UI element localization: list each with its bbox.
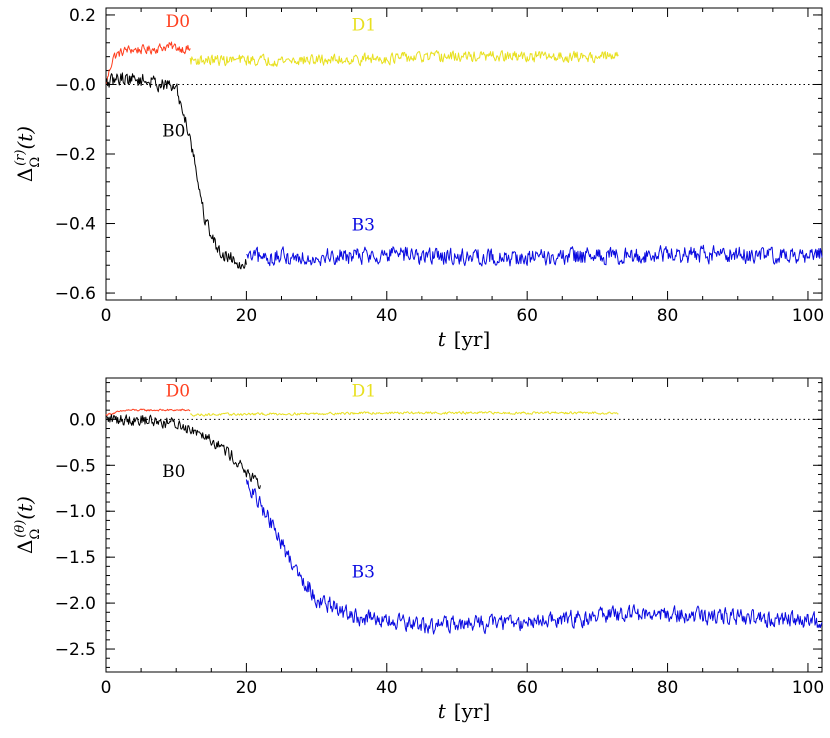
bottom-x-axis-unit: [yr] (454, 699, 490, 723)
bottom-x-axis-var: t (438, 699, 447, 723)
bottom-label-d0: D0 (166, 381, 190, 401)
top-xtick-label: 80 (657, 306, 679, 326)
bottom-series-b3 (245, 479, 823, 635)
bottom-ytick-label: −2.0 (55, 594, 96, 614)
top-ytick-label: −0.0 (55, 75, 96, 95)
top-ytick-label: −0.4 (55, 215, 96, 235)
bottom-label-b3: B3 (352, 562, 375, 582)
top-panel: 0 20 40 60 80 100 0.2 −0.0 −0.2 −0.4 −0.6 t [yr] ΔΩ(r… (13, 6, 824, 351)
bottom-label-d1: D1 (352, 381, 376, 401)
top-y-axis-label: ΔΩ(r)(t) (13, 126, 43, 182)
bottom-panel: 0 20 40 60 80 100 0.0 −0.5 −1.0 −1.5 −2.0 −2.5 t [yr]… (13, 377, 824, 723)
bottom-series-d0 (105, 408, 191, 416)
bottom-xtick-label: 40 (376, 678, 398, 698)
bottom-ytick-label: −1.0 (55, 502, 96, 522)
bottom-plot-frame (105, 377, 823, 673)
top-xtick-label: 60 (516, 306, 538, 326)
bottom-xtick-label: 0 (101, 678, 112, 698)
top-x-axis-var: t (438, 327, 447, 351)
top-xtick-label: 40 (376, 306, 398, 326)
top-x-axis-unit: [yr] (454, 327, 490, 351)
top-series-d0 (105, 41, 191, 84)
top-xtick-label: 20 (236, 306, 258, 326)
top-xtick-label: 100 (792, 306, 824, 326)
bottom-ytick-label: −2.5 (55, 640, 96, 660)
bottom-xtick-label: 100 (792, 678, 824, 698)
bottom-x-axis-label: t [yr] (438, 699, 491, 723)
bottom-label-b0: B0 (162, 462, 185, 482)
top-label-d1: D1 (352, 16, 376, 36)
bottom-series-d1 (189, 410, 619, 417)
top-x-axis-label: t [yr] (438, 327, 491, 351)
bottom-y-axis-label: ΔΩ(θ)(t) (13, 496, 43, 554)
bottom-ytick-label: −0.5 (55, 456, 96, 476)
top-label-b3: B3 (352, 215, 375, 235)
top-ytick-label: −0.6 (55, 284, 96, 304)
top-label-d0: D0 (166, 12, 190, 32)
top-ytick-label: −0.2 (55, 145, 96, 165)
bottom-xtick-label: 20 (236, 678, 258, 698)
top-series-b3 (246, 244, 823, 267)
bottom-xtick-label: 60 (516, 678, 538, 698)
top-series-b0 (105, 72, 247, 270)
top-xtick-label: 0 (101, 306, 112, 326)
bottom-xtick-label: 80 (657, 678, 679, 698)
top-ytick-label: 0.2 (69, 6, 96, 26)
top-label-b0: B0 (162, 122, 185, 142)
bottom-series-b0 (105, 414, 261, 489)
bottom-ytick-label: 0.0 (69, 410, 96, 430)
bottom-ytick-label: −1.5 (55, 548, 96, 568)
top-plot-frame (105, 7, 823, 301)
top-series-d1 (189, 50, 619, 67)
